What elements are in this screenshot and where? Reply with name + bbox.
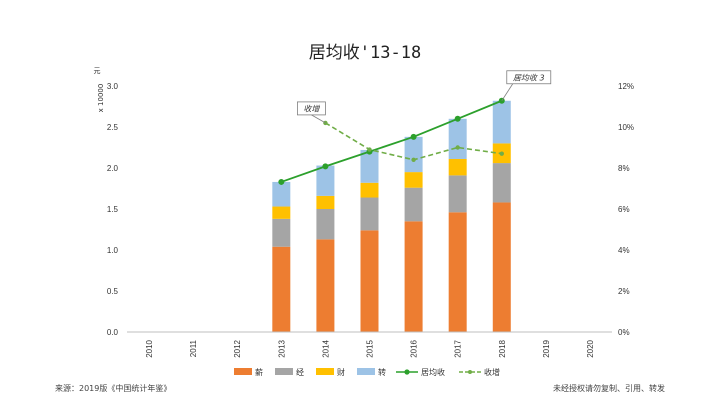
bar-segment [360,149,379,183]
growth-point [499,151,504,156]
x-tick-label: 2019 [542,339,551,357]
y2-tick-label: 6% [618,205,630,214]
y2-axis-ticks: 0% 2% 4% 6% 8% 10% 12% [618,82,634,337]
x-tick-label: 2012 [233,339,242,357]
bar-segment [448,212,467,332]
bar-segment [272,246,291,332]
y-axis-multiplier: x 10000 [97,84,105,113]
bar-segment [448,175,467,213]
y2-tick-label: 4% [618,246,630,255]
x-tick-label: 2014 [321,339,330,357]
y-tick-label: 0.0 [107,328,119,337]
legend-label: 转 [378,367,386,377]
legend-swatch [275,368,293,375]
bar-segment [492,100,511,144]
bar-segment [316,239,335,332]
bar-segment [492,202,511,332]
bars-group [272,100,511,332]
callout-leader [501,83,514,101]
bar-segment [404,221,423,332]
legend: 薪 经 财 转 居均收 收增 [234,367,500,377]
rights-note: 未经授权请勿复制、引用、转发 [553,383,665,393]
legend-marker [404,369,410,375]
bar-segment [272,206,291,219]
callouts-group: 居均收 3 收增 [297,70,552,124]
legend-label: 收增 [484,367,500,377]
bar-segment [404,172,423,188]
legend-label: 经 [296,367,304,377]
bar-segment [404,187,423,222]
bar-segment [492,163,511,203]
income-line [281,99,503,183]
income-point [322,163,329,170]
growth-point [455,145,460,150]
bar-segment [272,181,291,207]
x-tick-label: 2017 [454,339,463,357]
callout-leader [311,114,326,124]
y-tick-label: 2.0 [107,164,119,173]
source-note: 来源：2019版《中国统计年鉴》 [55,383,171,393]
legend-label: 财 [337,367,345,377]
x-tick-label: 2018 [498,339,507,357]
legend-swatch [316,368,334,375]
bar-segment [404,136,423,173]
growth-point [411,157,416,162]
legend-label: 薪 [255,367,263,377]
income-point [410,133,417,140]
legend-label: 居均收 [421,367,445,377]
bar-segment [448,118,467,159]
lines-group [278,97,505,185]
y-tick-label: 3.0 [107,82,119,91]
x-tick-label: 2011 [189,339,198,357]
callout-label: 收增 [303,104,320,113]
y-axis-unit: 元 [94,67,101,75]
callout-label: 居均收 3 [513,73,545,82]
x-tick-label: 2013 [277,339,286,357]
x-axis-ticks: 2010 2011 2012 2013 2014 2015 2016 2017 2018 2019… [145,339,595,357]
y-tick-label: 0.5 [107,287,119,296]
x-tick-label: 2020 [586,339,595,357]
x-tick-label: 2016 [410,339,419,357]
y2-tick-label: 2% [618,287,630,296]
callout-box [297,101,326,116]
y-tick-label: 1.0 [107,246,119,255]
x-tick-label: 2015 [366,339,375,357]
y2-tick-label: 8% [618,164,630,173]
y-tick-label: 2.5 [107,123,119,132]
income-point [278,178,285,185]
y2-tick-label: 0% [618,328,630,337]
y-tick-label: 1.5 [107,205,119,214]
y-axis-ticks: 0.0 0.5 1.0 1.5 2.0 2.5 3.0 [107,82,119,337]
bar-segment [360,230,379,332]
x-tick-label: 2010 [145,339,154,357]
income-point [454,115,461,122]
bar-segment [448,158,467,176]
callout-box [506,70,552,85]
y2-tick-label: 10% [618,123,634,132]
legend-swatch [357,368,375,375]
legend-swatch [234,368,252,375]
chart-title: 居均收'13-18 [309,43,421,63]
bar-segment [272,218,291,247]
bar-segment [360,197,379,231]
bar-segment [360,182,379,198]
bar-segment [316,209,335,240]
growth-point [367,147,372,152]
legend-marker [468,370,472,374]
bar-segment [316,165,335,196]
y2-tick-label: 12% [618,82,634,91]
bar-segment [316,195,335,209]
